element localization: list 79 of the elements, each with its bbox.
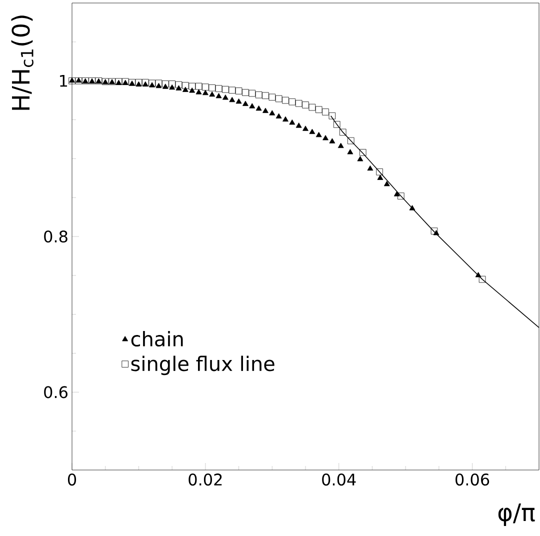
point [308, 104, 316, 111]
point [229, 96, 236, 102]
point [256, 105, 262, 111]
point [188, 82, 196, 90]
point [262, 108, 268, 113]
y-tick-label: 1 [60, 74, 67, 87]
point [168, 80, 176, 88]
x-tick-label: 0.06 [456, 474, 490, 486]
point [242, 100, 248, 106]
point [275, 95, 282, 102]
point [148, 80, 156, 87]
point [376, 168, 383, 176]
point [216, 93, 222, 98]
point [367, 165, 374, 171]
point [195, 82, 202, 90]
point [282, 116, 288, 122]
point [196, 89, 202, 94]
point [209, 91, 216, 97]
point [235, 88, 242, 94]
point [359, 149, 366, 156]
point [398, 192, 404, 200]
point [176, 85, 182, 90]
x-tick-label: 0 [68, 474, 76, 486]
point [248, 90, 256, 97]
point [316, 132, 322, 138]
point [215, 85, 222, 92]
point [249, 103, 256, 108]
y-tick-label: 0.6 [44, 386, 68, 398]
point [357, 156, 364, 162]
point [236, 98, 242, 104]
point [276, 113, 282, 118]
point [295, 100, 302, 107]
point [288, 98, 296, 106]
point [182, 82, 189, 89]
x-tick-label: 0.04 [322, 474, 356, 486]
point [222, 94, 228, 100]
point [339, 128, 346, 136]
point [222, 86, 229, 93]
point [175, 81, 182, 88]
point [182, 86, 188, 92]
point [430, 228, 438, 234]
point [329, 138, 336, 144]
point [268, 94, 276, 101]
point [202, 90, 208, 96]
point [202, 84, 209, 90]
point [478, 276, 486, 283]
legend-label: chain [131, 331, 183, 347]
y-axis-title: H/H$_{c1}$(0) [11, 16, 34, 110]
point [384, 180, 390, 186]
x-tick-label: 0.02 [188, 474, 222, 486]
point [377, 174, 384, 180]
point [347, 137, 354, 144]
point [242, 89, 249, 96]
point [169, 84, 176, 90]
point [347, 149, 354, 154]
point [208, 84, 216, 92]
point [409, 205, 416, 210]
point [228, 86, 236, 94]
point [322, 135, 328, 140]
point [282, 96, 289, 104]
legend-label: single flux line [131, 356, 274, 376]
point [328, 112, 336, 120]
point [333, 121, 340, 128]
point [262, 92, 269, 100]
point [269, 110, 276, 116]
x-axis-title: φ/π [498, 504, 535, 526]
point [338, 142, 344, 148]
point [322, 108, 329, 116]
point [162, 80, 169, 88]
point [315, 106, 322, 114]
point [289, 119, 296, 125]
y-tick-label: 0.8 [44, 230, 68, 243]
point [309, 128, 316, 134]
point [255, 91, 262, 98]
point [302, 126, 308, 131]
point [155, 80, 162, 87]
point [296, 122, 302, 128]
point [302, 102, 309, 108]
point [475, 272, 482, 278]
